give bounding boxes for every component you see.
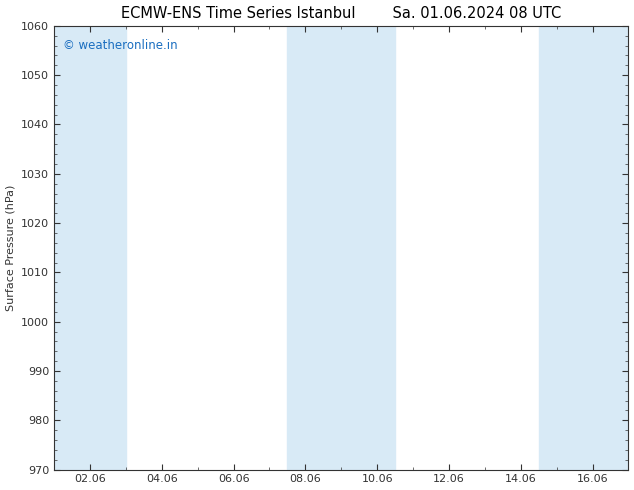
Title: ECMW-ENS Time Series Istanbul        Sa. 01.06.2024 08 UTC: ECMW-ENS Time Series Istanbul Sa. 01.06.… xyxy=(121,5,561,21)
Y-axis label: Surface Pressure (hPa): Surface Pressure (hPa) xyxy=(6,185,16,311)
Bar xyxy=(54,26,126,469)
Bar xyxy=(287,26,395,469)
Text: © weatheronline.in: © weatheronline.in xyxy=(63,39,178,52)
Bar xyxy=(539,26,628,469)
